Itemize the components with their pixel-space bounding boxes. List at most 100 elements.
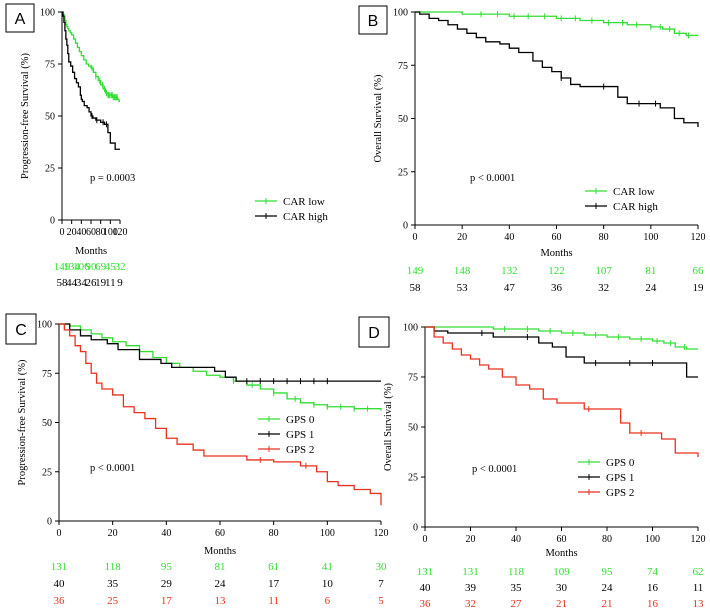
panel-b-label-box xyxy=(358,5,388,35)
panel-c-x-tick-label: 20 xyxy=(108,528,118,539)
panel-c-series-gps-0-curve xyxy=(59,323,382,411)
panel-c-y-tick-label: 75 xyxy=(42,369,52,380)
panel-a-x-tick-label: 80 xyxy=(96,227,106,238)
panel-c-series-gps-2-curve xyxy=(59,323,382,506)
panel-c-x-tick-label: 120 xyxy=(374,528,389,539)
panel-d-x-tick-label: 20 xyxy=(466,534,476,545)
panel-d-legend-entry: GPS 2 xyxy=(606,487,634,499)
panel-d-label-box xyxy=(358,316,390,348)
panel-b-x-tick-label: 40 xyxy=(504,232,514,243)
panel-b-label: B xyxy=(368,13,379,30)
panel-c-risk-count: 13 xyxy=(215,595,227,607)
panel-d-risk-count: 16 xyxy=(647,598,659,609)
panel-d-legend-entry: GPS 1 xyxy=(606,472,634,484)
panel-c-p-value: p < 0.0001 xyxy=(90,463,135,474)
panel-d-risk-count: 21 xyxy=(602,598,613,609)
panel-b-x-tick-label: 100 xyxy=(643,232,658,243)
panel-c-x-tick-label: 80 xyxy=(269,528,279,539)
panel-d-risk-count: 95 xyxy=(602,566,614,578)
panel-a-risk-count: 134 xyxy=(63,261,80,273)
panel-a-x-tick-label: 100 xyxy=(103,227,118,238)
panel-d-series-gps-1-curve xyxy=(425,326,698,378)
panel-d-p-value: p < 0.0001 xyxy=(472,464,517,475)
panel-c-risk-count: 81 xyxy=(215,561,226,573)
panel-c-risk-count: 5 xyxy=(378,595,384,607)
panel-d-risk-count: 74 xyxy=(647,566,659,578)
panel-c-legend-entry: GPS 0 xyxy=(286,414,315,426)
panel-d-label: D xyxy=(368,325,380,342)
panel-a-risk-count: 69 xyxy=(95,261,107,273)
panel-b-x-tick-label: 20 xyxy=(457,232,467,243)
panel-a-series-car-high-curve xyxy=(62,11,120,150)
panel-d-risk-count: 30 xyxy=(556,582,568,594)
panel-a-risk-count: 45 xyxy=(105,261,117,273)
panel-c-y-axis-title: Progression-free Survival (%) xyxy=(17,359,28,485)
panel-d-x-tick-label: 60 xyxy=(557,534,567,545)
panel-a-x-tick-label: 40 xyxy=(76,227,86,238)
panel-c-risk-count: 35 xyxy=(107,578,119,590)
panel-b-y-tick-label: 25 xyxy=(398,167,408,178)
panel-c-risk-count: 131 xyxy=(51,561,68,573)
panel-a-risk-count: 19 xyxy=(95,277,107,289)
panel-a-x-tick-label: 20 xyxy=(67,227,77,238)
panel-b-x-axis-title: Months xyxy=(540,248,572,259)
panel-c-x-tick-label: 60 xyxy=(215,528,225,539)
panel-a-y-tick-label: 100 xyxy=(40,8,55,19)
panel-b-p-value: p < 0.0001 xyxy=(470,173,515,184)
panel-d-risk-count: 32 xyxy=(465,598,476,609)
panel-c-legend-entry: GPS 1 xyxy=(286,429,314,441)
panel-b-risk-count: 149 xyxy=(407,265,424,277)
panel-b-series-car-low-curve xyxy=(415,11,698,37)
panel-b-risk-count: 148 xyxy=(454,265,471,277)
panel-a-y-tick-label: 75 xyxy=(45,60,55,71)
panel-b-risk-count: 66 xyxy=(693,265,705,277)
panel-d-series-gps-0-curve xyxy=(425,326,698,350)
panel-d-y-tick-label: 100 xyxy=(403,323,418,334)
panel-c: C0 20 40 60 80 100 1200255075100MonthsProgress… xyxy=(5,313,389,607)
panel-d-risk-count: 131 xyxy=(462,566,479,578)
panel-c-label: C xyxy=(15,322,27,339)
panel-d-risk-count: 27 xyxy=(511,598,523,609)
panel-d-risk-count: 131 xyxy=(417,566,434,578)
panel-b-series-car-high-curve xyxy=(415,11,699,128)
panel-c-risk-count: 95 xyxy=(161,561,173,573)
panel-c-x-tick-label: 100 xyxy=(320,528,335,539)
panel-d-risk-count: 13 xyxy=(693,598,705,609)
panel-d-risk-count: 21 xyxy=(556,598,567,609)
panel-d-y-tick-label: 0 xyxy=(413,523,418,534)
panel-a-risk-count: 44 xyxy=(66,277,78,289)
panel-a-x-tick-label: 120 xyxy=(113,227,128,238)
panel-c-legend-entry: GPS 2 xyxy=(286,444,314,456)
panel-d-x-tick-label: 0 xyxy=(423,534,428,545)
panel-b-risk-count: 122 xyxy=(548,265,565,277)
panel-d-x-tick-label: 40 xyxy=(511,534,521,545)
panel-d-risk-count: 118 xyxy=(508,566,525,578)
panel-c-risk-count: 17 xyxy=(161,595,173,607)
panel-b-legend-entry: CAR high xyxy=(613,201,658,213)
panel-b-x-tick-label: 120 xyxy=(691,232,706,243)
panel-b-risk-count: 53 xyxy=(457,282,469,294)
panel-d: D0 20 40 60 80 100 1200255075100MonthsOverall … xyxy=(358,316,706,609)
panel-d-risk-count: 109 xyxy=(553,566,570,578)
panel-c-risk-count: 36 xyxy=(54,595,66,607)
panel-c-risk-count: 40 xyxy=(54,578,66,590)
panel-c-risk-count: 11 xyxy=(268,595,279,607)
panel-b-risk-count: 36 xyxy=(551,282,563,294)
panel-d-risk-count: 35 xyxy=(511,582,523,594)
panel-b-y-axis-title: Overall Survival (%) xyxy=(373,74,384,163)
panel-d-y-tick-label: 25 xyxy=(408,473,418,484)
panel-d-risk-count: 62 xyxy=(693,566,704,578)
panel-d-x-tick-label: 120 xyxy=(691,534,706,545)
panel-a-risk-count: 26 xyxy=(86,277,98,289)
panel-a-risk-count: 58 xyxy=(57,277,69,289)
panel-d-risk-count: 24 xyxy=(602,582,614,594)
panel-b-y-tick-label: 50 xyxy=(398,114,408,125)
panel-a-p-value: p = 0.0003 xyxy=(90,173,135,184)
panel-c-risk-count: 10 xyxy=(322,578,334,590)
panel-b-risk-count: 81 xyxy=(645,265,656,277)
panel-b-legend-entry: CAR low xyxy=(613,186,655,198)
panel-c-risk-count: 41 xyxy=(322,561,333,573)
panel-d-x-axis-title: Months xyxy=(545,548,577,559)
panel-d-risk-count: 11 xyxy=(693,582,704,594)
panel-c-label-box xyxy=(5,313,37,345)
